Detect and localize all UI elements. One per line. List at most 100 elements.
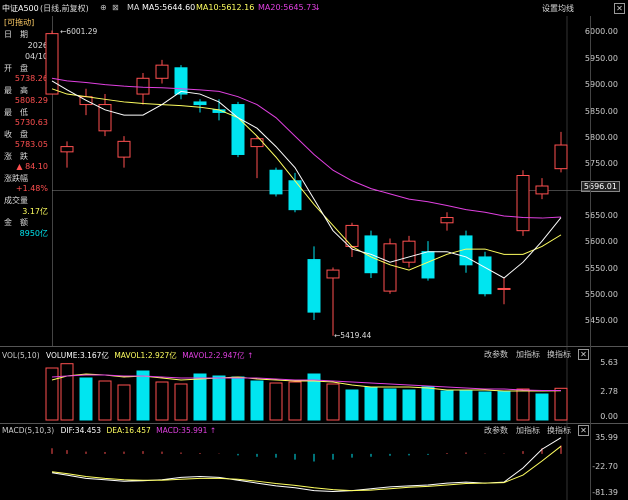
symbol-name[interactable]: 中证A500 — [2, 4, 39, 13]
vol-mavol2: MAVOL2:2.947亿 — [182, 351, 245, 360]
candle-body — [440, 217, 454, 224]
volume-bar — [554, 387, 568, 421]
volume-bar — [193, 373, 207, 421]
macd-header: MACD(5,10,3) DIF:34.453 DEA:16.457 MACD:… — [2, 426, 216, 435]
macd-edit-params-button[interactable]: 改参数 — [484, 426, 508, 435]
search-icon[interactable]: ⊠ — [112, 3, 119, 12]
candle-body — [421, 251, 435, 279]
vol-volume: VOLUME:3.167亿 — [46, 351, 109, 360]
candle-body — [193, 101, 207, 106]
pct-label: 涨跌幅 — [4, 174, 28, 183]
volume-bar — [497, 390, 511, 421]
vol-switch-indicator-button[interactable]: 换指标 — [547, 350, 571, 359]
ma20-line — [51, 77, 562, 219]
candle-body — [231, 104, 245, 155]
dea-line — [51, 445, 562, 492]
macd-close-icon[interactable]: ✕ — [578, 425, 589, 436]
volume-bar — [155, 381, 169, 421]
volume-bar — [98, 380, 112, 421]
ma10-line — [51, 88, 562, 271]
volume-bar — [231, 376, 245, 421]
vol-add-indicator-button[interactable]: 加指标 — [516, 350, 540, 359]
candle-body — [288, 180, 302, 211]
price-tick: 5900.00 — [584, 80, 618, 89]
price-tick: 5850.00 — [584, 107, 618, 116]
volume-bar — [440, 390, 454, 421]
open-value: 5738.26 — [14, 74, 48, 83]
macd-switch-indicator-button[interactable]: 换指标 — [547, 426, 571, 435]
macd-tick: -22.70 — [592, 462, 618, 471]
drag-tag[interactable]: [可拖动] — [4, 18, 35, 27]
volume-label: 成交量 — [4, 196, 28, 205]
divider — [0, 423, 628, 424]
volume-bar — [174, 383, 188, 421]
candle-body — [326, 269, 340, 279]
mavol2-line — [51, 374, 561, 391]
volume-bar — [307, 373, 321, 421]
vol-tick: 5.63 — [600, 358, 618, 367]
price-tick: 5550.00 — [584, 264, 618, 273]
volume-value: 3.17亿 — [22, 207, 48, 216]
candle-body — [497, 287, 511, 290]
macd-value: MACD:35.991 — [156, 426, 208, 435]
price-tick: 5600.00 — [584, 237, 618, 246]
close-label: 收 盘 — [4, 130, 28, 139]
quote-info-panel[interactable]: [可拖动] 日 期 2026 04/10 开 盘 5738.26 最 高 580… — [0, 16, 53, 346]
candle-body — [60, 146, 74, 153]
ma5-value: MA5:5644.60 — [142, 3, 196, 12]
current-price-label: 5696.01 — [580, 181, 620, 192]
macd-tick: 35.99 — [595, 433, 618, 442]
volume-bar — [459, 389, 473, 421]
candle-body — [478, 256, 492, 295]
volume-bar — [288, 381, 302, 421]
candle-body — [383, 243, 397, 292]
price-tick: 5450.00 — [584, 316, 618, 325]
change-value: ▲ 84.10 — [16, 162, 48, 171]
price-tick: 5750.00 — [584, 159, 618, 168]
vol-edit-params-button[interactable]: 改参数 — [484, 350, 508, 359]
candle-body — [174, 67, 188, 95]
candle-body — [307, 259, 321, 313]
volume-bar — [117, 384, 131, 421]
candle-body — [136, 77, 150, 95]
settings-ma-button[interactable]: 设置均线 — [542, 4, 574, 13]
date-year: 2026 — [27, 41, 48, 50]
macd-title: MACD(5,10,3) — [2, 426, 55, 435]
volume-bar — [45, 367, 59, 421]
candle-body — [155, 64, 169, 79]
volume-bar — [383, 388, 397, 421]
high-value: 5808.29 — [14, 96, 48, 105]
candle-body — [516, 175, 530, 232]
high-label: 最 高 — [4, 86, 28, 95]
volume-bar — [516, 388, 530, 421]
vol-title: VOL(5,10) — [2, 351, 40, 360]
ma10-value: MA10:5612.16 — [196, 3, 255, 12]
vol-header: VOL(5,10) VOLUME:3.167亿 MAVOL1:2.927亿 MA… — [2, 350, 253, 361]
price-tick: 5500.00 — [584, 290, 618, 299]
volume-bar — [421, 386, 435, 421]
macd-dea: DEA:16.457 — [106, 426, 151, 435]
ma-label: MA — [127, 3, 140, 12]
high-marker-label: ←6001.29 — [60, 27, 98, 36]
price-tick: 5950.00 — [584, 54, 618, 63]
macd-dif: DIF:34.453 — [60, 426, 102, 435]
volume-bar — [60, 363, 74, 421]
volume-bar — [478, 391, 492, 421]
candle-body — [269, 169, 283, 195]
low-label: 最 低 — [4, 108, 28, 117]
pct-value: +1.48% — [15, 184, 48, 193]
vol-close-icon[interactable]: ✕ — [578, 349, 589, 360]
candle-body — [345, 224, 359, 247]
close-icon[interactable]: ✕ — [614, 3, 625, 14]
top-bar: 中证A500 (日线,前复权) ⊕ ⊠ MA MA5:5644.60 MA10:… — [0, 0, 628, 16]
candle-body — [402, 240, 416, 263]
candle-body — [98, 104, 112, 132]
macd-add-indicator-button[interactable]: 加指标 — [516, 426, 540, 435]
lock-icon[interactable]: ⊕ — [100, 3, 107, 12]
volume-bar — [79, 377, 93, 421]
chart-mode: (日线,前复权) — [40, 4, 89, 13]
date-value: 04/10 — [24, 52, 48, 61]
vol-tick: 0.00 — [600, 412, 618, 421]
vol-mavol1: MAVOL1:2.927亿 — [114, 351, 177, 360]
